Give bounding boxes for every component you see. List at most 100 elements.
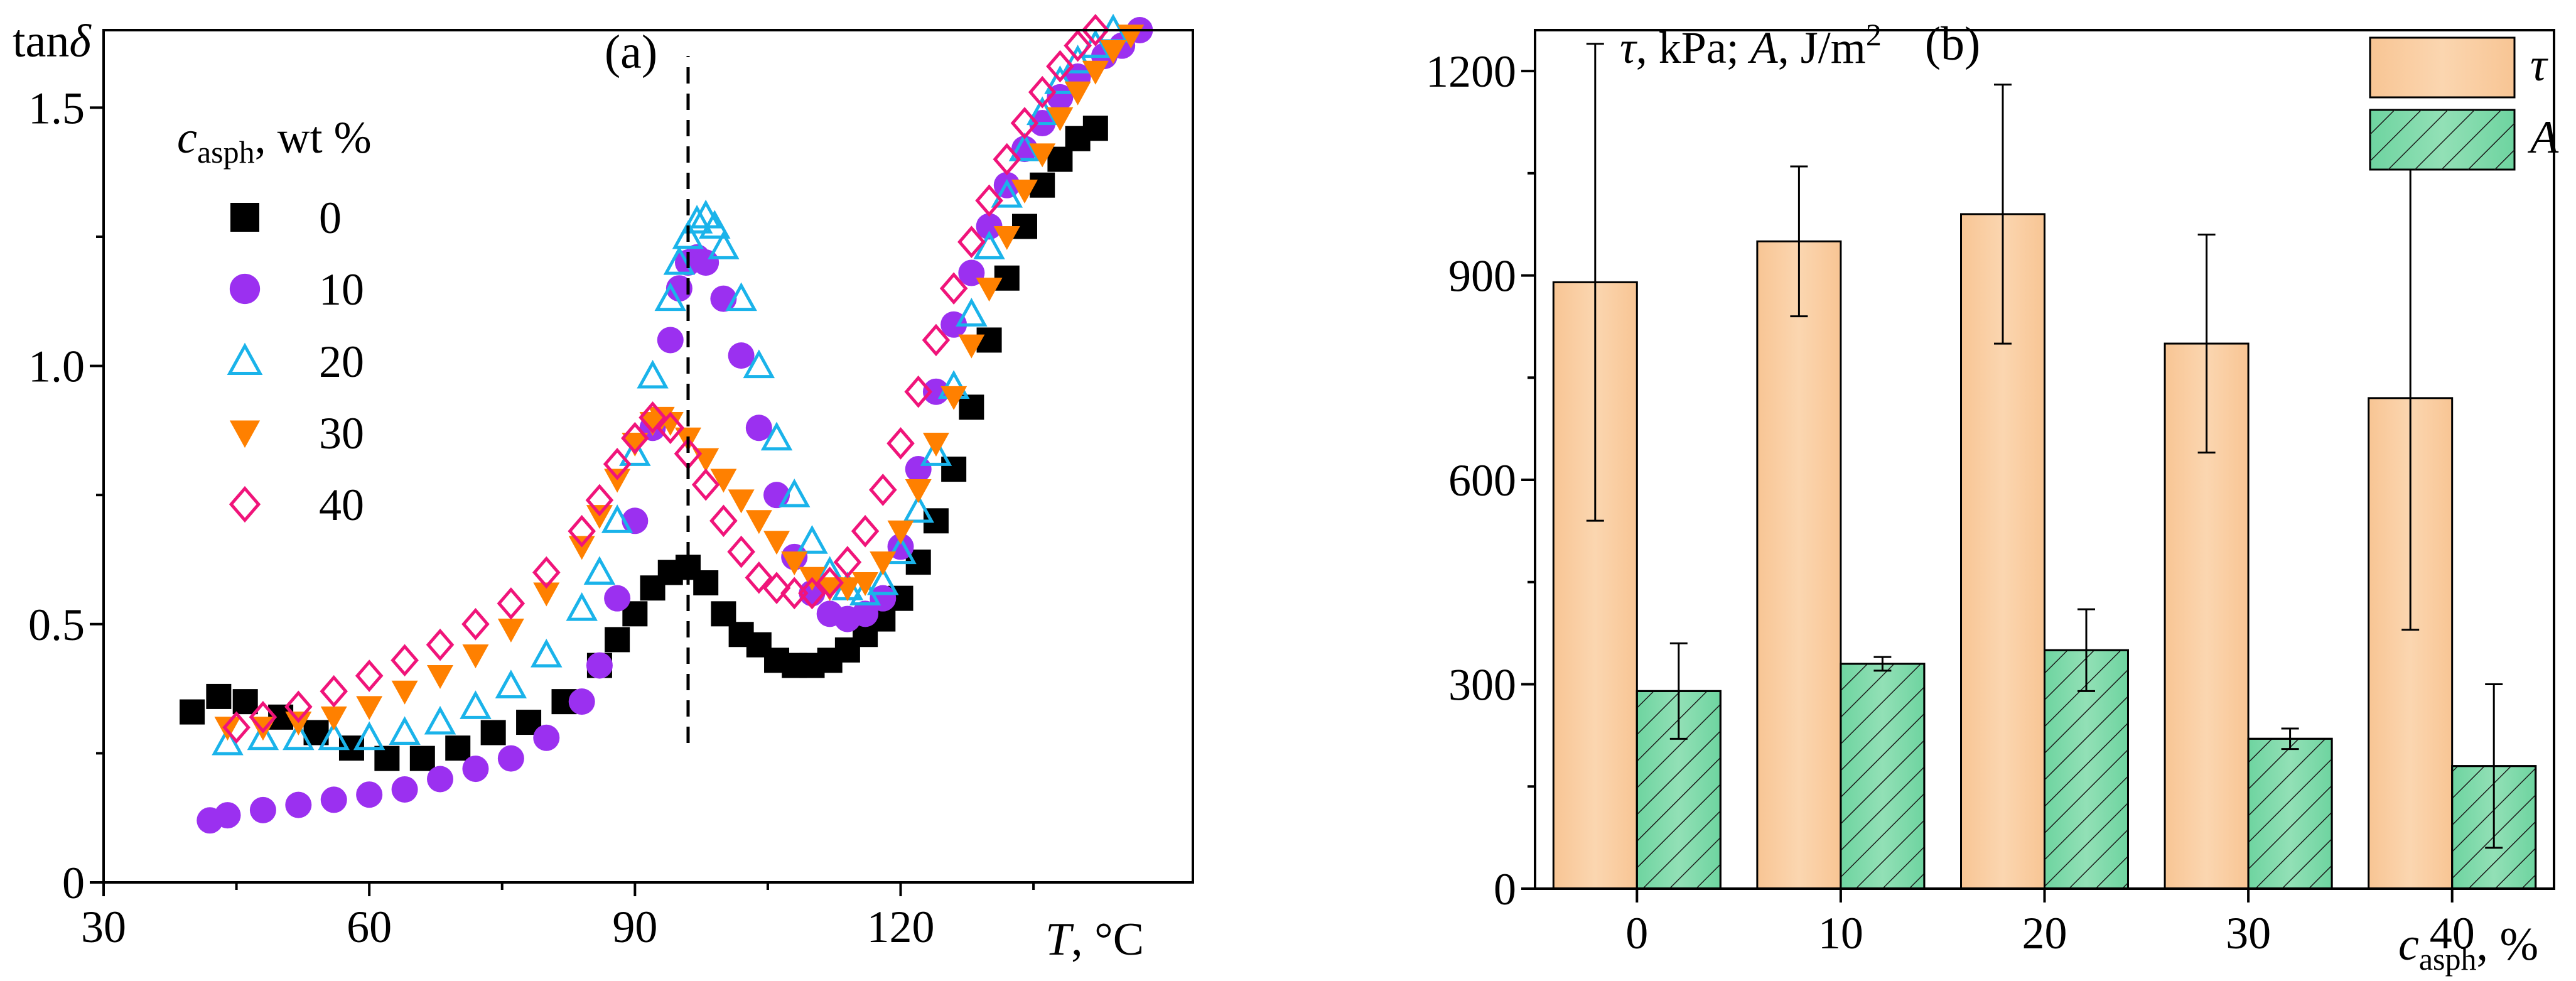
data-point-series-30 bbox=[604, 469, 631, 493]
data-point-series-10 bbox=[568, 688, 595, 715]
data-point-series-30 bbox=[1047, 107, 1074, 131]
data-point-series-20 bbox=[460, 690, 492, 719]
data-point-series-30 bbox=[1064, 81, 1091, 106]
data-point-series-40 bbox=[868, 474, 897, 506]
x-tick-label: 60 bbox=[347, 902, 392, 952]
data-point-series-10 bbox=[1011, 136, 1038, 163]
data-point-series-40 bbox=[993, 143, 1021, 176]
data-point-series-0 bbox=[180, 699, 205, 725]
data-point-series-20 bbox=[1008, 132, 1041, 161]
y-tick-label: 1.5 bbox=[28, 83, 85, 133]
data-point-series-30 bbox=[427, 665, 454, 690]
data-point-series-20 bbox=[1044, 65, 1076, 94]
panel-b-ylabel-mid2: , J/m bbox=[1778, 23, 1866, 73]
data-point-series-40 bbox=[656, 411, 685, 445]
data-point-series-20 bbox=[318, 721, 350, 751]
data-point-series-40 bbox=[585, 484, 614, 517]
data-point-series-30 bbox=[285, 712, 312, 736]
data-point-series-0 bbox=[206, 683, 232, 709]
data-point-series-30 bbox=[356, 696, 383, 720]
data-point-series-40 bbox=[621, 421, 649, 455]
data-point-series-20 bbox=[637, 359, 669, 389]
data-point-series-10 bbox=[533, 724, 560, 751]
y-tick-label: 600 bbox=[1448, 455, 1516, 506]
legend-label-a: A bbox=[2527, 112, 2559, 163]
panel-a-ylabel-main: tan bbox=[13, 16, 69, 67]
data-point-series-20 bbox=[495, 669, 527, 698]
bar-hatch-a-30 bbox=[2247, 737, 2333, 890]
data-point-series-40 bbox=[497, 587, 525, 620]
data-point-series-30 bbox=[852, 572, 879, 596]
data-point-series-10 bbox=[285, 791, 312, 818]
data-point-series-0 bbox=[409, 745, 435, 771]
data-point-series-30 bbox=[497, 619, 524, 643]
data-point-series-10 bbox=[462, 756, 489, 783]
legend-title-unit: , wt % bbox=[255, 112, 372, 163]
data-point-series-40 bbox=[1010, 107, 1039, 139]
x-tick-label: 120 bbox=[867, 902, 935, 952]
data-point-series-20 bbox=[566, 592, 598, 621]
x-tick-label: 90 bbox=[612, 902, 657, 952]
legend-marker-20 bbox=[227, 342, 263, 376]
data-point-series-40 bbox=[1064, 29, 1092, 62]
data-point-series-20 bbox=[389, 716, 421, 745]
panel-b-ylabel-tau: τ bbox=[1620, 23, 1637, 73]
data-point-series-10 bbox=[356, 781, 383, 808]
data-point-series-20 bbox=[583, 556, 616, 585]
panel-b-ylabel-mid1: , kPa; bbox=[1636, 23, 1750, 73]
data-point-series-40 bbox=[798, 577, 826, 610]
data-point-series-30 bbox=[870, 551, 897, 576]
bar-hatch-a-10 bbox=[1840, 663, 1926, 890]
legend-marker-40 bbox=[229, 485, 261, 523]
data-point-series-10 bbox=[852, 600, 879, 627]
data-point-series-30 bbox=[958, 334, 985, 359]
data-point-series-20 bbox=[681, 205, 713, 234]
data-point-series-40 bbox=[762, 572, 791, 605]
data-point-series-20 bbox=[424, 705, 456, 735]
data-point-series-40 bbox=[887, 427, 915, 460]
data-point-series-20 bbox=[920, 437, 952, 466]
data-point-series-20 bbox=[743, 349, 775, 379]
x-tick-label: 30 bbox=[2226, 908, 2271, 958]
y-tick-label: 0 bbox=[1494, 864, 1516, 914]
data-point-series-10 bbox=[905, 456, 932, 483]
data-point-series-20 bbox=[619, 437, 651, 466]
data-point-series-20 bbox=[699, 210, 731, 239]
panel-b-xlabel-sub: asph bbox=[2419, 941, 2477, 977]
data-point-series-40 bbox=[320, 675, 348, 708]
data-point-series-40 bbox=[222, 711, 251, 744]
data-point-series-10 bbox=[976, 213, 1003, 240]
data-point-series-20 bbox=[531, 638, 563, 668]
data-point-series-20 bbox=[283, 721, 315, 751]
data-point-series-30 bbox=[586, 505, 613, 529]
panel-a-legend-title: casph, wt % bbox=[177, 112, 372, 170]
legend-label-tau: τ bbox=[2530, 40, 2548, 91]
data-point-series-20 bbox=[654, 282, 687, 312]
x-tick-label: 0 bbox=[1625, 908, 1648, 958]
panel-a-plot-frame bbox=[102, 29, 1194, 884]
data-point-series-10 bbox=[728, 342, 755, 369]
data-point-series-40 bbox=[1028, 75, 1057, 109]
panel-a-legend: casph, wt % 0 10 20 30 40 bbox=[177, 112, 372, 530]
data-point-series-10 bbox=[745, 415, 772, 442]
panel-a-xlabel: T, °C bbox=[1045, 914, 1144, 965]
panel-b-xlabel-var: c bbox=[2398, 919, 2419, 970]
data-point-series-20 bbox=[672, 220, 704, 249]
y-tick-label: 300 bbox=[1448, 660, 1516, 710]
legend-marker-0 bbox=[230, 203, 259, 232]
data-point-series-20 bbox=[885, 535, 917, 565]
data-point-series-30 bbox=[887, 520, 914, 545]
data-point-series-10 bbox=[320, 786, 347, 813]
legend-label-30: 30 bbox=[319, 408, 364, 458]
panel-b-legend: τ A bbox=[2369, 36, 2559, 171]
data-point-series-40 bbox=[816, 566, 844, 599]
panel-a-xlabel-var: T bbox=[1045, 914, 1074, 965]
data-point-series-40 bbox=[922, 323, 951, 357]
data-point-series-10 bbox=[214, 802, 241, 829]
x-tick-label: 20 bbox=[2022, 908, 2067, 958]
data-point-series-40 bbox=[745, 561, 773, 594]
data-point-series-40 bbox=[1046, 50, 1074, 83]
legend-swatch-a-hatch bbox=[2370, 110, 2514, 170]
